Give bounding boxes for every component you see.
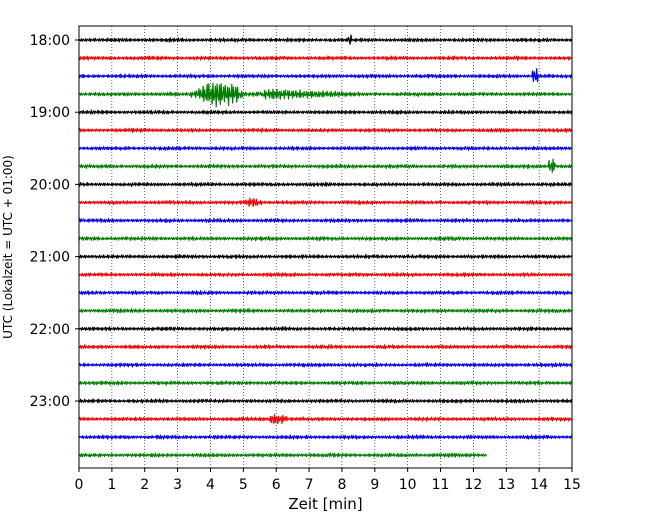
trace-line [78,271,573,278]
trace-line [78,380,573,386]
x-tick-label: 0 [75,477,84,493]
x-tick-label: 2 [140,477,149,493]
x-tick-label: 4 [206,477,215,493]
trace-line [78,434,573,440]
x-axis-label: Zeit [min] [288,495,362,513]
x-tick-label: 13 [497,477,515,493]
trace-line [78,308,573,314]
trace-line [78,452,488,458]
trace-line [78,82,573,108]
x-tick-label: 5 [239,477,248,493]
y-tick-label: 23:00 [30,394,70,410]
x-tick-label: 15 [563,477,581,493]
x-tick-label: 11 [432,477,450,493]
x-tick-label: 1 [107,477,116,493]
x-tick-label: 14 [530,477,548,493]
x-tick-label: 8 [337,477,346,493]
trace-line [78,217,573,224]
y-tick-label: 19:00 [30,105,70,121]
seismic-traces [78,34,573,458]
trace-line [78,253,573,260]
x-tick-label: 6 [272,477,281,493]
y-tick-label: 18:00 [30,33,70,49]
trace-line [78,145,573,151]
x-tick-label: 7 [305,477,314,493]
trace-line [78,362,573,368]
x-tick-label: 3 [173,477,182,493]
trace-line [78,109,573,115]
trace-line [78,413,573,425]
trace-line [78,181,573,188]
y-tick-label: 22:00 [30,322,70,338]
x-tick-label: 12 [464,477,482,493]
x-tick-label: 10 [399,477,417,493]
trace-line [78,68,573,83]
trace-line [78,197,573,208]
trace-line [78,235,573,242]
trace-line [78,398,573,404]
x-tick-label: 9 [370,477,379,493]
trace-line [78,127,573,133]
trace-line [78,344,573,350]
plot-frame [78,25,573,469]
y-axis-ticks: 18:00 19:00 20:00 21:00 22:00 23:00 [30,33,79,410]
trace-line [78,55,573,61]
trace-line [78,158,573,173]
y-tick-label: 21:00 [30,250,70,266]
y-axis-label: UTC (Lokalzeit = UTC + 01:00) [1,155,15,339]
trace-line [78,34,573,45]
trace-line [78,326,573,332]
y-tick-label: 20:00 [30,177,70,193]
x-axis-ticks: 0 1 2 3 4 5 6 7 8 9 10 11 12 13 14 15 [75,468,581,493]
trace-line [78,290,573,296]
